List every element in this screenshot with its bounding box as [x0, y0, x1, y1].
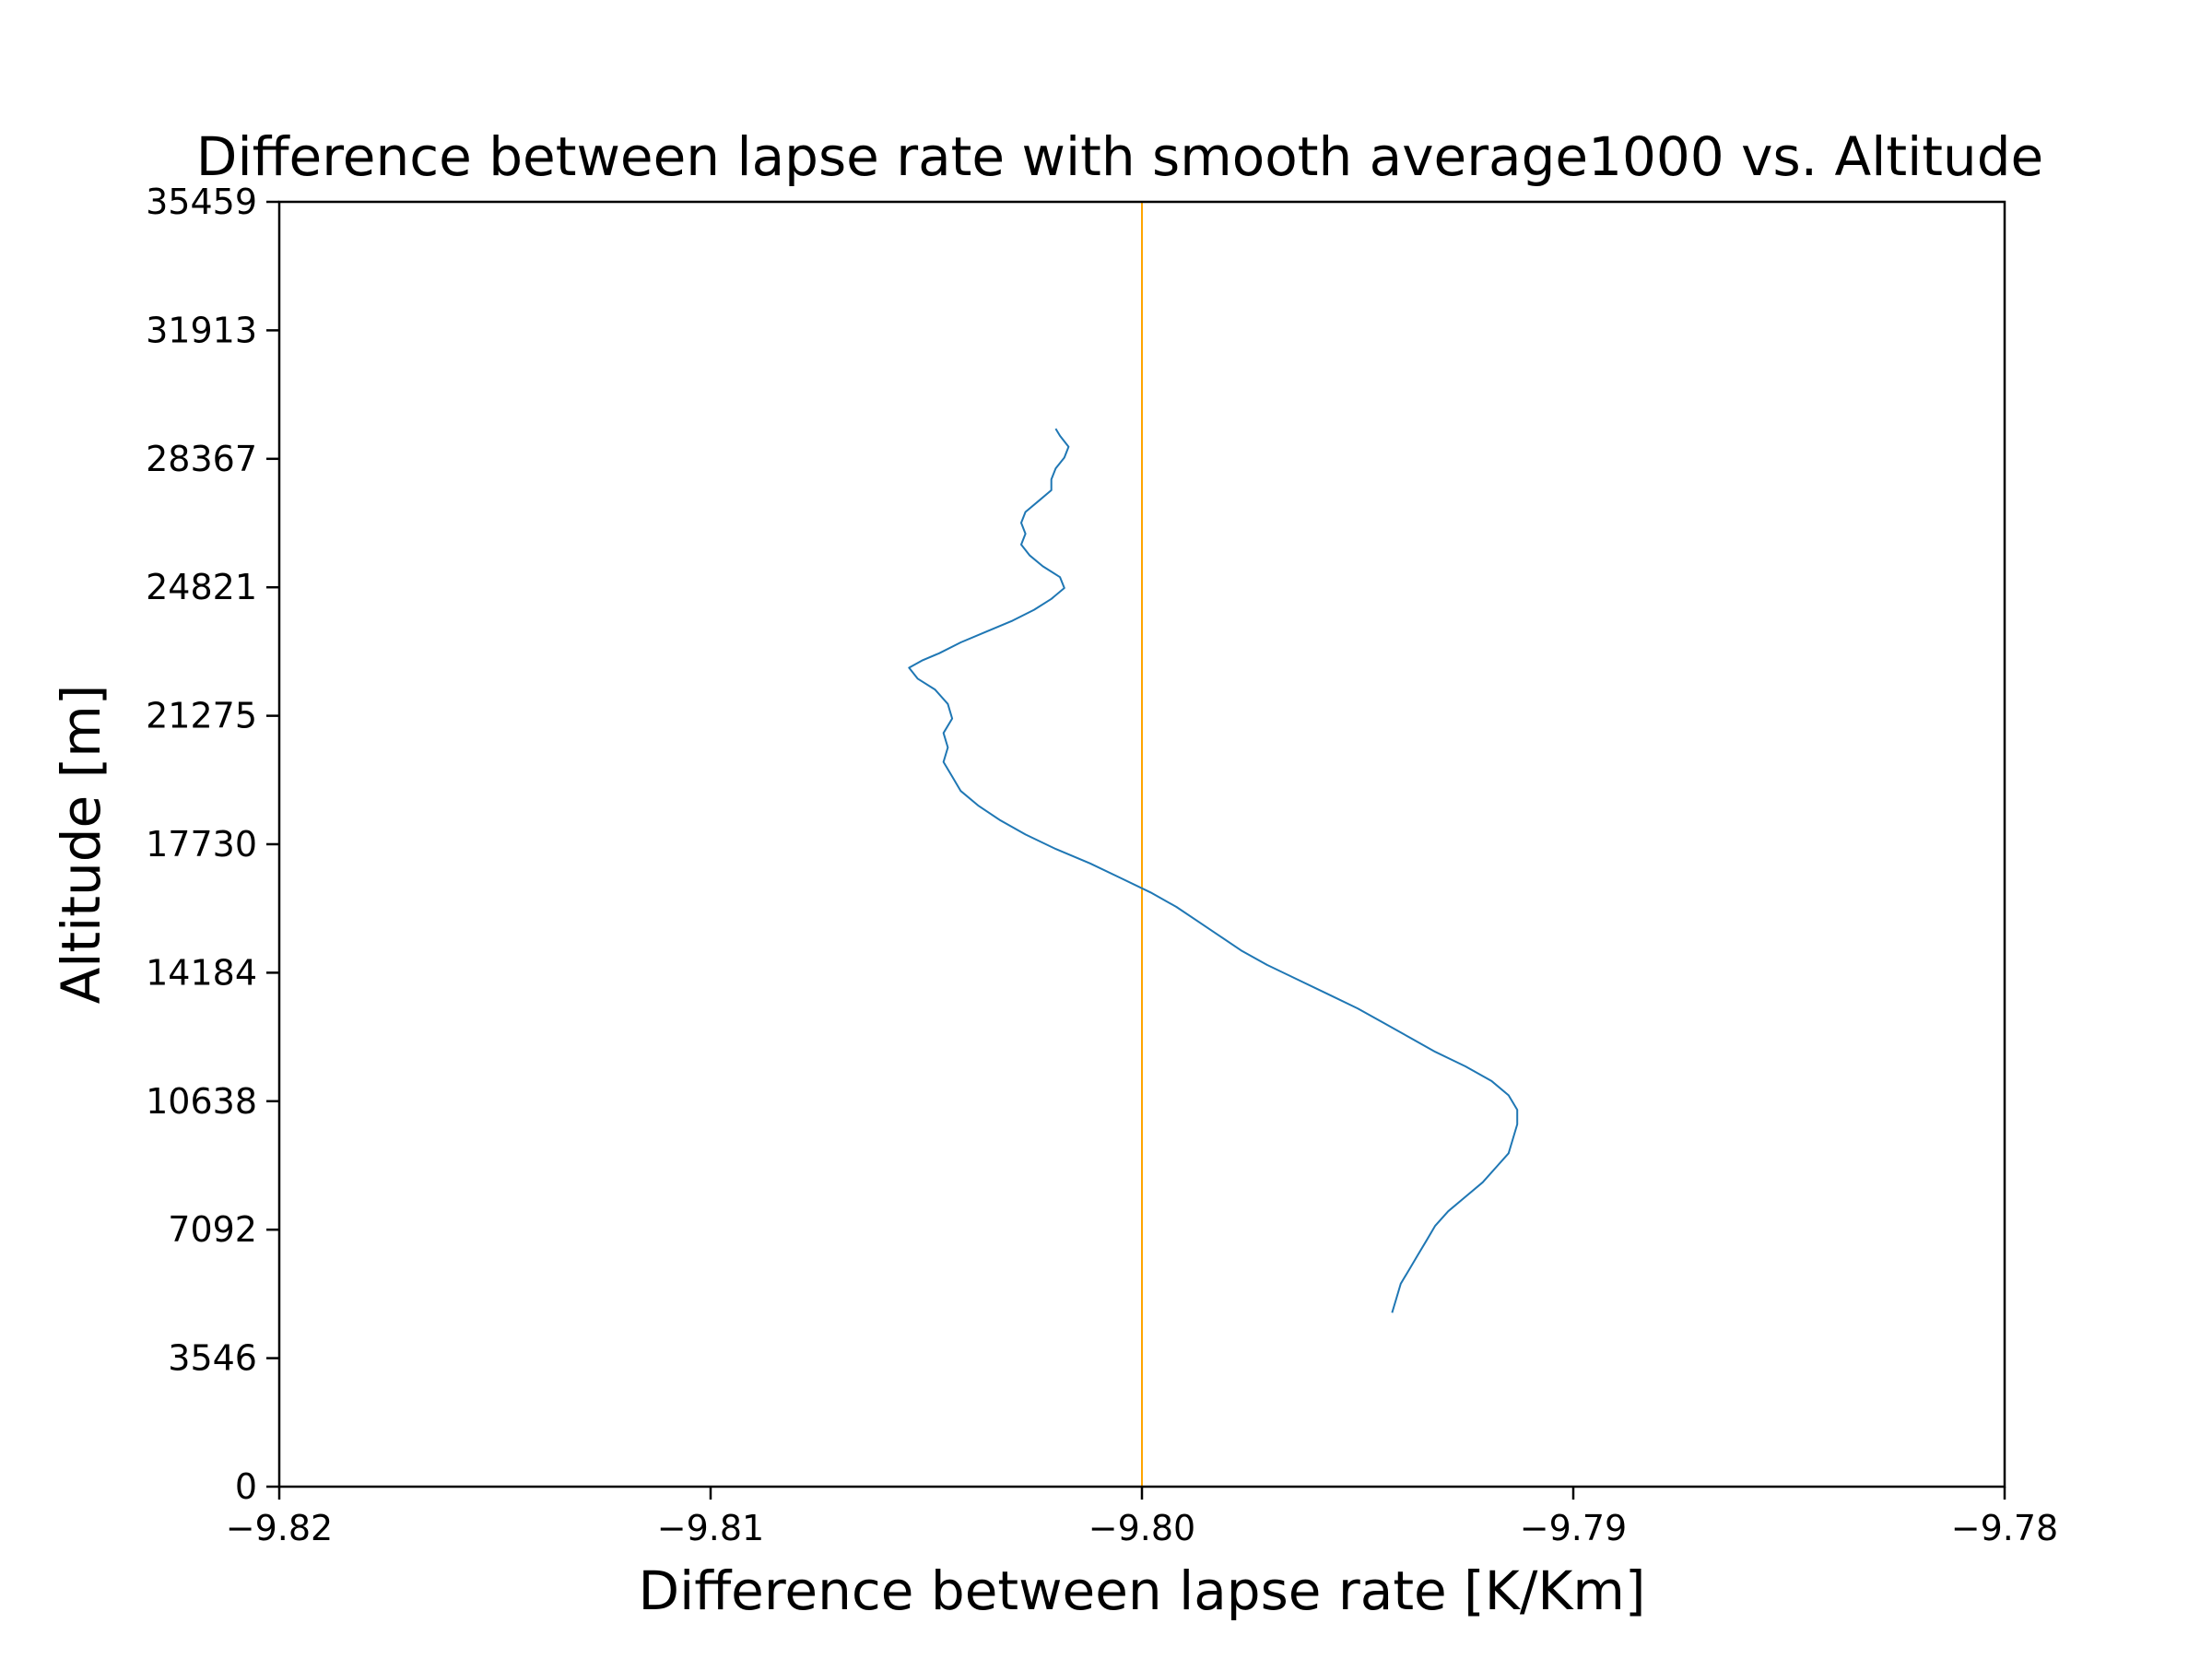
y-tick-label: 21275	[146, 696, 257, 736]
y-axis-label: Altitude [m]	[50, 685, 112, 1005]
y-tick-label: 24821	[146, 567, 257, 607]
x-axis: −9.82 −9.81 −9.80 −9.79 −9.78	[226, 1487, 2058, 1548]
plot-area	[277, 200, 2006, 1488]
y-tick-label: 7092	[168, 1209, 257, 1250]
y-tick-label: 31913	[146, 310, 257, 350]
y-tick-label: 14184	[146, 952, 257, 993]
series-layer	[908, 428, 1519, 1313]
y-tick-label: 35459	[146, 182, 257, 222]
x-tick-label: −9.78	[1951, 1508, 2058, 1548]
y-tick-label: 10638	[146, 1081, 257, 1122]
series-line-0	[908, 428, 1519, 1313]
x-tick-label: −9.81	[657, 1508, 764, 1548]
y-tick-label: 28367	[146, 439, 257, 479]
x-tick-label: −9.82	[226, 1508, 333, 1548]
x-tick-label: −9.80	[1088, 1508, 1195, 1548]
chart-title: Difference between lapse rate with smoot…	[196, 125, 2043, 188]
x-axis-label: Difference between lapse rate [K/Km]	[638, 1559, 1645, 1622]
x-tick-label: −9.79	[1520, 1508, 1627, 1548]
y-tick-label: 17730	[146, 824, 257, 865]
y-tick-label: 0	[235, 1466, 257, 1507]
y-axis: 0 3546 7092 10638 14184 17730 21275 24821 28367 3…	[146, 182, 279, 1507]
y-tick-label: 3546	[168, 1338, 257, 1379]
